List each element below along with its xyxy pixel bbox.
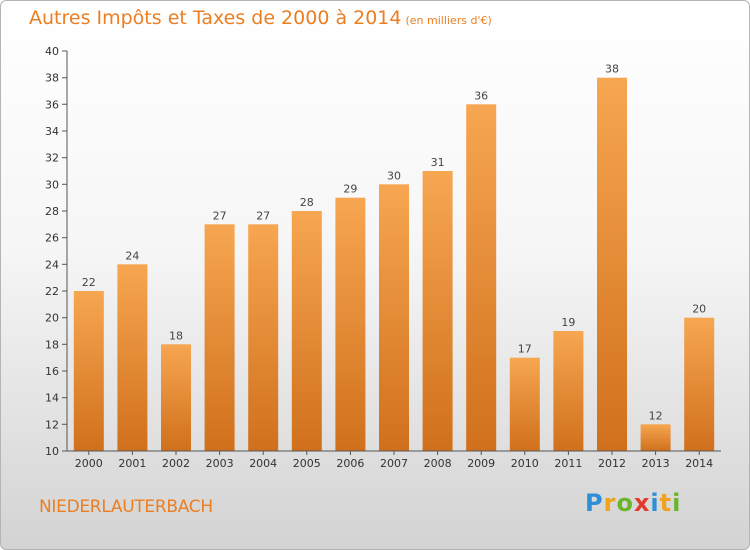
y-tick-label: 30 [45, 178, 59, 191]
logo-letter: i [672, 489, 682, 517]
x-tick-label: 2002 [162, 457, 190, 470]
x-tick-label: 2012 [598, 457, 626, 470]
bar-value-label: 31 [431, 156, 445, 169]
bar-value-label: 30 [387, 169, 401, 182]
bar [684, 317, 715, 451]
x-tick-label: 2000 [75, 457, 103, 470]
bar [466, 104, 497, 452]
x-tick-label: 2010 [511, 457, 539, 470]
bar [73, 291, 104, 451]
bar-value-label: 29 [343, 183, 357, 196]
bar [117, 264, 148, 451]
axes-group: 2000 2001 2002 2003 2004 2005 2006 2007 2008 2009… [45, 45, 721, 470]
bar-value-label: 27 [213, 209, 227, 222]
x-tick-label: 2001 [118, 457, 146, 470]
logo-letter: r [603, 489, 617, 517]
bar-value-label: 36 [474, 89, 488, 102]
bar-value-label: 27 [256, 209, 270, 222]
logo-letter: t [659, 489, 673, 517]
bar [248, 224, 279, 451]
bar-value-label: 20 [692, 303, 706, 316]
y-tick-label: 12 [45, 418, 59, 431]
bar-value-label: 12 [649, 409, 663, 422]
y-tick-label: 22 [45, 285, 59, 298]
logo-letter: P [585, 489, 604, 517]
y-tick-label: 32 [45, 152, 59, 165]
bar [597, 77, 627, 451]
bar-value-label: 28 [300, 196, 314, 209]
x-tick-label: 2006 [336, 457, 364, 470]
bar-value-label: 19 [561, 316, 575, 329]
logo-letter: x [633, 489, 651, 517]
bar [204, 224, 235, 451]
y-tick-label: 26 [45, 232, 59, 245]
x-tick-label: 2008 [424, 457, 452, 470]
bars-group: 22 24 18 27 27 28 29 30 31 36 17 19 38 12 20 [73, 63, 715, 452]
bar-value-label: 38 [605, 63, 619, 76]
chart-title: Autres Impôts et Taxes de 2000 à 2014 (en… [29, 7, 492, 29]
chart-title-text: Autres Impôts et Taxes de 2000 à 2014 [29, 7, 402, 29]
chart-unit: (en milliers d'€) [405, 14, 492, 27]
x-tick-label: 2004 [249, 457, 277, 470]
y-tick-label: 38 [45, 72, 59, 85]
logo-letter: i [650, 489, 660, 517]
y-tick-label: 10 [45, 445, 59, 458]
city-name: NIEDERLAUTERBACH [39, 497, 213, 517]
bar [640, 424, 671, 451]
y-tick-label: 14 [45, 392, 59, 405]
bar [161, 344, 191, 451]
y-tick-label: 34 [45, 125, 59, 138]
y-tick-label: 40 [45, 45, 59, 58]
y-tick-label: 20 [45, 312, 59, 325]
y-tick-label: 24 [45, 258, 59, 271]
bar-value-label: 22 [82, 276, 96, 289]
bar-value-label: 18 [169, 329, 183, 342]
y-tick-label: 16 [45, 365, 59, 378]
proxiti-logo: Proxiti [585, 489, 681, 517]
bar [379, 184, 409, 452]
bar [509, 357, 540, 451]
bar-value-label: 17 [518, 343, 532, 356]
x-tick-label: 2003 [206, 457, 234, 470]
x-tick-label: 2011 [554, 457, 582, 470]
bar [553, 331, 584, 451]
bar-value-label: 24 [125, 249, 139, 262]
bar [422, 171, 453, 451]
x-tick-label: 2005 [293, 457, 321, 470]
y-tick-label: 28 [45, 205, 59, 218]
y-tick-label: 18 [45, 338, 59, 351]
x-tick-label: 2013 [642, 457, 670, 470]
y-tick-label: 36 [45, 98, 59, 111]
bar [291, 211, 322, 451]
bar [335, 197, 366, 451]
x-tick-label: 2007 [380, 457, 408, 470]
logo-letter: o [616, 489, 634, 517]
x-tick-label: 2009 [467, 457, 495, 470]
x-tick-label: 2014 [685, 457, 713, 470]
